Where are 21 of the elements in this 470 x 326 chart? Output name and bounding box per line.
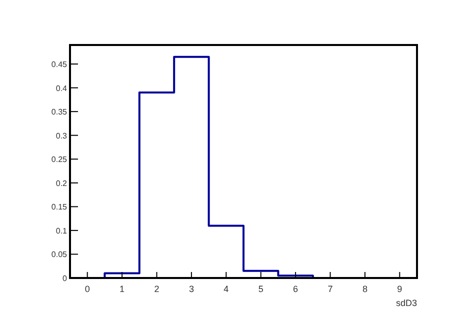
x-tick-label: 3	[188, 284, 194, 294]
y-tick-label: 0.2	[56, 178, 68, 188]
y-tick-label: 0.25	[51, 155, 68, 164]
x-tick-label: 2	[154, 284, 160, 294]
x-tick-label: 9	[397, 284, 402, 294]
x-axis-title: sdD3	[396, 298, 417, 308]
y-tick-label: 0.15	[51, 202, 68, 212]
y-tick-label: 0	[62, 274, 68, 283]
y-tick-label: 0.4	[56, 84, 68, 93]
y-tick-label: 0.45	[51, 60, 68, 70]
y-tick-label: 0.1	[56, 226, 68, 236]
y-tick-label: 0.35	[51, 108, 68, 117]
x-tick-label: 7	[328, 284, 333, 294]
y-tick-label: 0.3	[56, 131, 68, 140]
y-tick-label: 0.05	[51, 250, 68, 260]
x-tick-label: 1	[120, 284, 125, 294]
x-tick-label: 4	[224, 284, 229, 294]
x-tick-label: 8	[362, 284, 368, 294]
x-tick-label: 5	[258, 284, 264, 294]
x-tick-label: 0	[84, 284, 90, 294]
x-tick-label: 6	[293, 284, 298, 294]
